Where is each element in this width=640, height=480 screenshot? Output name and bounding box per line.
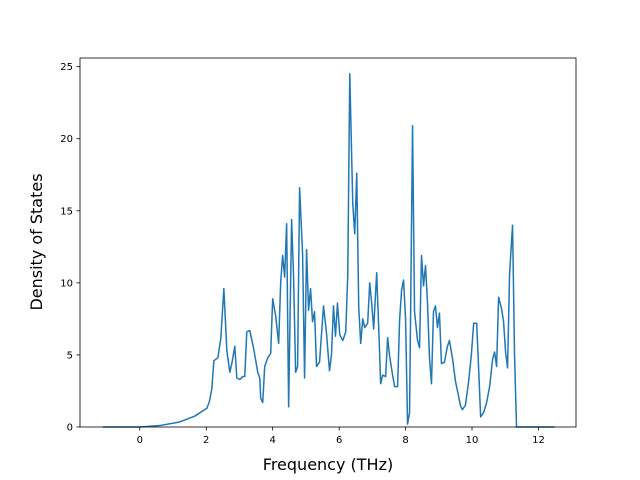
data-line xyxy=(102,73,555,428)
y-tick-label: 5 xyxy=(67,350,73,361)
x-tick-label: 0 xyxy=(137,435,143,446)
x-tick-label: 4 xyxy=(269,435,275,446)
x-tick-label: 12 xyxy=(532,435,545,446)
x-tick-label: 6 xyxy=(336,435,342,446)
y-tick-label: 15 xyxy=(60,206,73,217)
y-axis-label: Density of States xyxy=(27,173,46,310)
y-tick-label: 0 xyxy=(67,423,73,434)
plot-frame xyxy=(79,57,577,428)
y-tick-label: 20 xyxy=(60,134,73,145)
x-tick-label: 2 xyxy=(203,435,209,446)
x-tick-label: 8 xyxy=(402,435,408,446)
y-tick-label: 25 xyxy=(60,62,73,73)
x-axis-label: Frequency (THz) xyxy=(263,455,393,474)
x-tick-label: 10 xyxy=(466,435,479,446)
y-tick-label: 10 xyxy=(60,278,73,289)
